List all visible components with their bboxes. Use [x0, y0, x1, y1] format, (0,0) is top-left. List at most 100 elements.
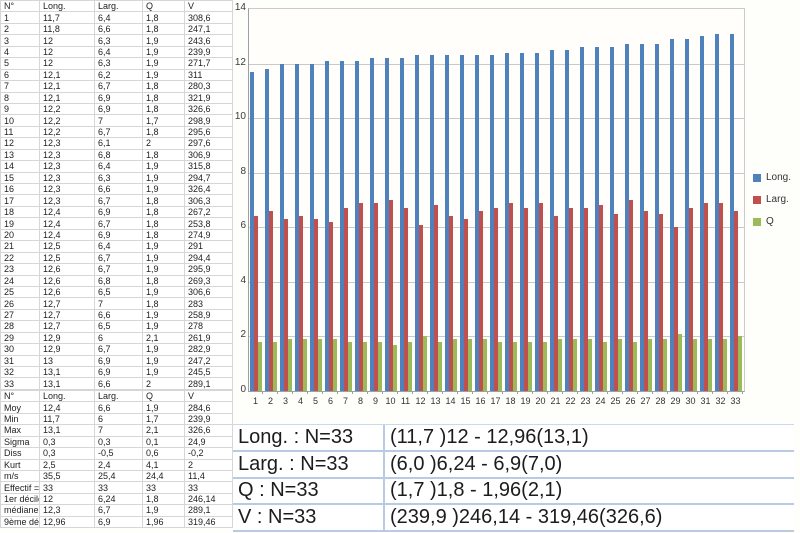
row-number-cell[interactable]: 4 [0, 45, 40, 59]
table-cell[interactable]: 6,3 [94, 57, 143, 70]
row-number-cell[interactable]: 22 [0, 251, 40, 265]
table-cell[interactable]: 2,1 [142, 331, 185, 345]
table-cell[interactable]: 1,8 [142, 22, 185, 36]
row-number-cell[interactable]: 32 [0, 365, 40, 379]
table-cell[interactable]: 253,8 [184, 217, 233, 230]
table-cell[interactable]: 35,5 [39, 469, 95, 483]
table-cell[interactable]: 12,96 [39, 515, 95, 529]
column-header[interactable]: N° [0, 0, 40, 13]
row-number-cell[interactable]: 2 [0, 22, 40, 36]
row-number-cell[interactable]: 13 [0, 148, 40, 162]
table-cell[interactable]: 271,7 [184, 57, 233, 70]
table-cell[interactable]: 274,9 [184, 228, 233, 242]
table-cell[interactable]: 1,9 [142, 308, 185, 322]
summary-value[interactable]: (11,7 )12 - 12,96(13,1) [385, 425, 794, 452]
table-cell[interactable]: 1,9 [142, 401, 185, 414]
column-header[interactable]: Long. [39, 0, 95, 13]
stat-label[interactable]: Sigma [0, 435, 40, 449]
table-cell[interactable]: 6,5 [94, 320, 143, 333]
table-cell[interactable]: 326,6 [184, 424, 233, 437]
table-cell[interactable]: 6 [94, 412, 143, 426]
table-cell[interactable]: 12,4 [39, 217, 95, 230]
table-cell[interactable]: 2,1 [142, 424, 185, 437]
bar-chart[interactable]: 0 2 4 6 8 10 12 14 1 2 3 4 5 6 7 8 9 10 11 12 13 14 15 16 17 18 1… [232, 0, 800, 420]
column-header[interactable]: Q [142, 389, 185, 403]
legend-item[interactable]: Q [753, 216, 791, 227]
table-cell[interactable]: 2,5 [39, 458, 95, 471]
table-cell[interactable]: 269,3 [184, 274, 233, 287]
table-cell[interactable]: 7 [94, 114, 143, 127]
table-cell[interactable]: 6,24 [94, 492, 143, 506]
table-cell[interactable]: 11,8 [39, 22, 95, 36]
table-cell[interactable]: 0,3 [39, 435, 95, 449]
row-number-cell[interactable]: 21 [0, 240, 40, 253]
table-cell[interactable]: 12,3 [39, 171, 95, 185]
table-cell[interactable]: 1,8 [142, 228, 185, 242]
table-cell[interactable]: 1,8 [142, 217, 185, 230]
table-cell[interactable]: 6,4 [94, 160, 143, 173]
stat-label[interactable]: Diss [0, 447, 40, 460]
table-cell[interactable]: 1,8 [142, 80, 185, 93]
summary-value[interactable]: (6,0 )6,24 - 6,9(7,0) [385, 452, 794, 479]
table-cell[interactable]: 291 [184, 240, 233, 253]
table-cell[interactable]: 6,9 [94, 91, 143, 104]
table-cell[interactable]: 12,3 [39, 194, 95, 207]
table-cell[interactable]: 6,8 [94, 274, 143, 287]
table-cell[interactable]: 12,1 [39, 91, 95, 104]
table-cell[interactable]: 24,9 [184, 435, 233, 449]
table-cell[interactable]: 1,8 [142, 274, 185, 287]
measurements-table[interactable]: N° Long. Larg. Q V 1 11,7 6,4 1,8 308,6 2 11,8 6,6 1… [0, 0, 233, 390]
table-cell[interactable]: 12,2 [39, 114, 95, 127]
column-header[interactable]: Larg. [94, 389, 143, 403]
table-cell[interactable]: 12 [39, 45, 95, 59]
table-cell[interactable]: 1,9 [142, 504, 185, 517]
table-cell[interactable]: 13 [39, 354, 95, 368]
table-cell[interactable]: 6,8 [94, 148, 143, 162]
stats-table[interactable]: N° Long. Larg. Q V Moy 12,4 6,6 1,9 284,6 Min 11,7… [0, 389, 233, 529]
row-number-cell[interactable]: 12 [0, 137, 40, 150]
table-cell[interactable]: 12,4 [39, 205, 95, 219]
stat-label[interactable]: 1er décile [0, 492, 40, 506]
table-cell[interactable]: 6,1 [94, 137, 143, 150]
table-cell[interactable]: 12,7 [39, 320, 95, 333]
table-cell[interactable]: 12,7 [39, 308, 95, 322]
table-cell[interactable]: 278 [184, 320, 233, 333]
table-cell[interactable]: 1,9 [142, 57, 185, 70]
table-cell[interactable]: 25,4 [94, 469, 143, 483]
table-cell[interactable]: 283 [184, 297, 233, 310]
table-cell[interactable]: 280,3 [184, 80, 233, 93]
table-cell[interactable]: 11,7 [39, 412, 95, 426]
column-header[interactable]: Larg. [94, 0, 143, 13]
row-number-cell[interactable]: 23 [0, 263, 40, 276]
table-cell[interactable]: 12,9 [39, 331, 95, 345]
table-cell[interactable]: 326,6 [184, 102, 233, 116]
stat-label[interactable]: Kurt [0, 458, 40, 471]
row-number-cell[interactable]: 7 [0, 80, 40, 93]
table-cell[interactable]: 6,6 [94, 377, 143, 390]
table-cell[interactable]: 1,9 [142, 343, 185, 356]
summary-label[interactable]: V : N=33 [233, 505, 385, 532]
table-cell[interactable]: 33 [142, 481, 185, 494]
table-cell[interactable]: 0,3 [39, 447, 95, 460]
table-cell[interactable]: 326,4 [184, 182, 233, 196]
table-cell[interactable]: 6,5 [94, 285, 143, 299]
table-cell[interactable]: 11,7 [39, 11, 95, 24]
table-cell[interactable]: 12,1 [39, 80, 95, 93]
table-cell[interactable]: 258,9 [184, 308, 233, 322]
table-cell[interactable]: 6,7 [94, 251, 143, 265]
table-cell[interactable]: 2 [184, 458, 233, 471]
table-cell[interactable]: 2 [142, 377, 185, 390]
row-number-cell[interactable]: 15 [0, 171, 40, 185]
table-cell[interactable]: 6,7 [94, 80, 143, 93]
table-cell[interactable]: 6,3 [94, 34, 143, 47]
stat-label[interactable]: Effectif = [0, 481, 40, 494]
table-cell[interactable]: 12,9 [39, 343, 95, 356]
table-cell[interactable]: 261,9 [184, 331, 233, 345]
table-cell[interactable]: 295,9 [184, 263, 233, 276]
table-cell[interactable]: 12,3 [39, 137, 95, 150]
stat-label[interactable]: médiane [0, 504, 40, 517]
stat-label[interactable]: 9ème déci [0, 515, 40, 529]
stat-label[interactable]: m/s [0, 469, 40, 483]
table-cell[interactable]: 306,9 [184, 148, 233, 162]
table-cell[interactable]: 1,96 [142, 515, 185, 529]
